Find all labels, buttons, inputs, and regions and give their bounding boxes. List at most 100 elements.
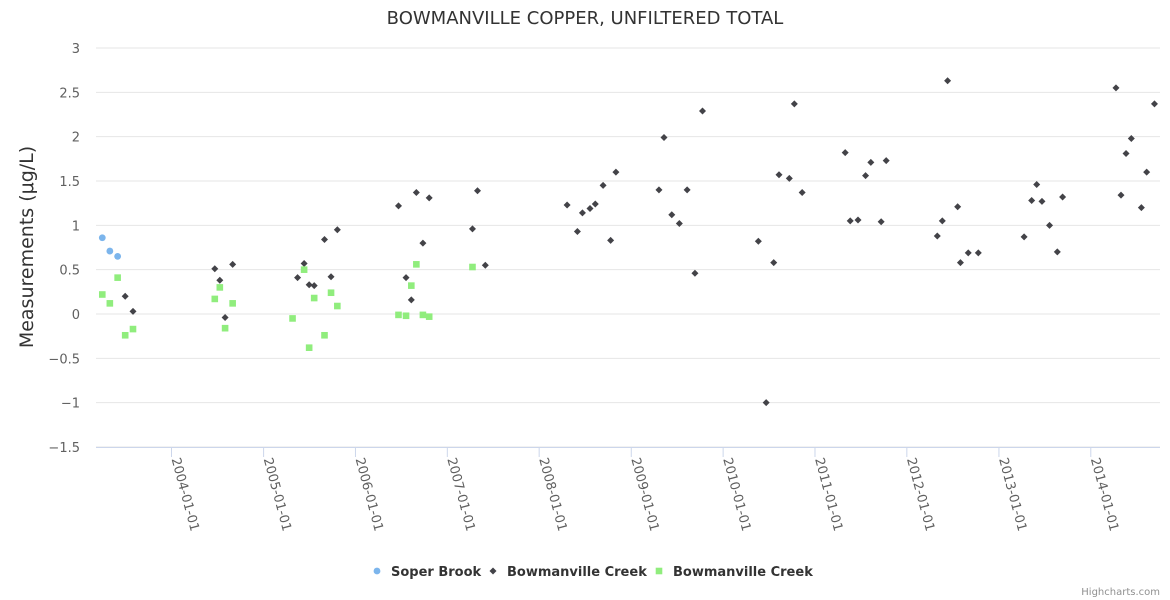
data-point xyxy=(289,315,296,322)
data-point xyxy=(1038,197,1046,205)
data-point xyxy=(425,194,433,202)
legend-item[interactable]: Bowmanville Creek xyxy=(489,565,648,580)
data-point xyxy=(121,331,129,339)
data-point xyxy=(321,236,329,244)
legend-item[interactable]: Bowmanville Creek xyxy=(655,565,813,580)
data-point xyxy=(599,181,607,189)
grid-lines xyxy=(96,47,1160,448)
data-point xyxy=(469,263,476,271)
data-point xyxy=(211,265,219,273)
data-point xyxy=(1046,221,1054,229)
data-point xyxy=(300,259,308,267)
data-point xyxy=(394,202,402,210)
data-point xyxy=(1122,150,1130,158)
data-point xyxy=(229,260,237,268)
credits-link[interactable]: Highcharts.com xyxy=(1081,587,1160,598)
data-point xyxy=(310,282,318,290)
data-point xyxy=(221,324,229,332)
y-tick-label: 2.5 xyxy=(59,86,80,101)
data-point xyxy=(660,134,668,142)
data-point xyxy=(607,236,615,244)
data-point xyxy=(612,168,620,176)
y-tick-label: −0.5 xyxy=(48,352,80,367)
x-tick-label: 2009-01-01 xyxy=(627,456,661,533)
data-point xyxy=(1033,181,1041,189)
data-point xyxy=(321,331,328,339)
data-point xyxy=(327,289,335,297)
data-point xyxy=(106,300,114,307)
data-point xyxy=(762,399,770,407)
data-point xyxy=(216,284,224,291)
data-point xyxy=(402,274,410,282)
data-point xyxy=(790,100,798,108)
data-point xyxy=(327,273,335,281)
data-point xyxy=(481,261,489,269)
data-point xyxy=(310,294,318,302)
data-point xyxy=(408,282,415,289)
x-tick-label: 2010-01-01 xyxy=(719,456,753,533)
legend-label: Bowmanville Creek xyxy=(507,565,647,580)
data-point xyxy=(402,312,410,320)
data-point xyxy=(675,220,683,228)
data-point xyxy=(854,216,862,224)
y-tick-label: −1.5 xyxy=(48,441,80,456)
data-point xyxy=(974,249,982,257)
data-point xyxy=(305,344,313,351)
y-tick-label: 0.5 xyxy=(59,264,80,279)
legend: Soper Brook Bowmanville Creek Bowmanville … xyxy=(373,565,813,580)
data-point xyxy=(1053,248,1061,256)
y-tick-label: 3 xyxy=(72,42,80,57)
data-point xyxy=(877,218,885,226)
data-point xyxy=(211,295,219,303)
y-axis-label: Measurements (μg/L) xyxy=(16,146,38,348)
data-point xyxy=(754,237,762,245)
data-point xyxy=(785,174,793,182)
data-point xyxy=(129,307,137,315)
x-tick-label: 2012-01-01 xyxy=(903,456,937,533)
data-point xyxy=(300,266,308,273)
data-point xyxy=(106,247,114,255)
data-point xyxy=(419,311,427,319)
data-point xyxy=(1150,100,1158,108)
data-point xyxy=(114,274,121,281)
data-point xyxy=(655,186,663,194)
y-tick-label: 1.5 xyxy=(59,175,80,190)
data-point xyxy=(882,157,890,165)
x-tick-label: 2007-01-01 xyxy=(443,456,477,533)
data-point xyxy=(333,226,341,234)
data-point xyxy=(841,149,849,157)
data-point xyxy=(305,281,313,289)
x-tick-label: 2008-01-01 xyxy=(535,456,569,533)
y-axis: 3 2.5 2 1.5 1 0.5 0 −0.5 −1 −1.5 xyxy=(48,42,80,456)
x-tick-label: 2014-01-01 xyxy=(1087,456,1121,533)
data-point xyxy=(1020,233,1028,241)
data-point xyxy=(216,276,224,284)
y-tick-label: 1 xyxy=(72,219,80,234)
data-point xyxy=(221,314,229,322)
x-tick-label: 2013-01-01 xyxy=(995,456,1029,533)
data-point xyxy=(412,189,420,197)
series-1 xyxy=(121,77,1158,407)
legend-item[interactable]: Soper Brook xyxy=(373,565,482,580)
data-point xyxy=(294,274,302,282)
legend-marker xyxy=(655,567,663,575)
x-tick-label: 2011-01-01 xyxy=(811,456,845,533)
data-point xyxy=(1117,191,1125,199)
legend-label: Bowmanville Creek xyxy=(673,565,813,580)
x-tick-label: 2005-01-01 xyxy=(260,456,294,533)
data-point xyxy=(474,187,482,195)
legend-marker xyxy=(489,567,497,575)
x-axis: 2004-01-01 2005-01-01 2006-01-01 2007-01-01… xyxy=(96,447,1160,533)
data-point xyxy=(98,291,106,298)
data-point xyxy=(862,172,870,180)
data-point xyxy=(1137,204,1145,212)
data-point xyxy=(591,200,599,208)
data-point xyxy=(407,296,415,304)
legend-marker xyxy=(373,567,381,575)
data-point xyxy=(867,158,875,166)
x-tick-label: 2004-01-01 xyxy=(168,456,202,533)
data-point xyxy=(846,217,854,225)
data-point xyxy=(798,189,806,197)
data-point xyxy=(775,171,783,179)
